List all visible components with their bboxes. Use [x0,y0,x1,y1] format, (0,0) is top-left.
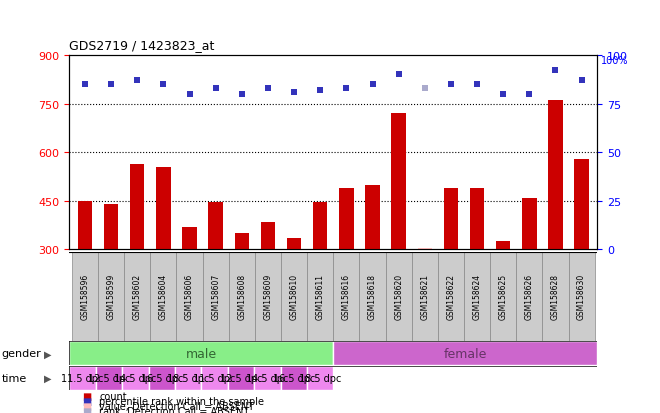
Text: gender: gender [1,349,41,358]
Bar [150,252,176,341]
Bar [98,252,124,341]
Bar [72,252,98,341]
Text: ■: ■ [82,401,92,411]
Bar [360,252,385,341]
Bar [203,252,229,341]
Text: GSM158616: GSM158616 [342,273,351,319]
Bar [333,342,597,366]
Text: 14.5 dpc: 14.5 dpc [114,373,156,383]
Text: 11.5 dpc: 11.5 dpc [61,373,104,383]
Text: GSM158610: GSM158610 [290,273,298,319]
Bar [412,252,438,341]
Bar [69,342,333,366]
Bar [418,248,432,250]
Bar [96,366,122,390]
Bar [281,252,307,341]
Bar [333,252,360,341]
Bar [516,252,543,341]
Bar [385,252,412,341]
Bar [543,252,568,341]
Text: GSM158621: GSM158621 [420,273,429,319]
Bar [313,203,327,250]
Bar [574,159,589,250]
Text: female: female [444,347,487,360]
Text: 11.5 dpc: 11.5 dpc [193,373,236,383]
Bar [254,366,280,390]
Text: 16.5 dpc: 16.5 dpc [141,373,183,383]
Bar [522,198,537,250]
Bar [470,188,484,250]
Text: GSM158606: GSM158606 [185,273,194,319]
Text: male: male [185,347,217,360]
Text: 18.5 dpc: 18.5 dpc [299,373,341,383]
Text: value, Detection Call = ABSENT: value, Detection Call = ABSENT [99,401,254,411]
Bar [201,366,228,390]
Text: ■: ■ [82,406,92,413]
Text: GSM158618: GSM158618 [368,273,377,319]
Bar [444,188,458,250]
Bar [548,101,563,250]
Bar [122,366,148,390]
Text: GSM158607: GSM158607 [211,273,220,319]
Text: 16.5 dpc: 16.5 dpc [273,373,315,383]
Bar [261,222,275,250]
Text: rank, Detection Call = ABSENT: rank, Detection Call = ABSENT [99,406,249,413]
Bar [124,252,150,341]
Text: 100%: 100% [601,56,628,66]
Text: GSM158611: GSM158611 [315,273,325,319]
Text: 14.5 dpc: 14.5 dpc [246,373,288,383]
Bar [209,203,223,250]
Text: GSM158628: GSM158628 [551,273,560,319]
Text: 12.5 dpc: 12.5 dpc [220,373,262,383]
Bar [438,252,464,341]
Text: ■: ■ [82,396,92,406]
Text: GSM158596: GSM158596 [81,273,90,319]
Text: GSM158599: GSM158599 [107,273,115,319]
Bar [366,185,380,250]
Text: count: count [99,392,127,401]
Bar [496,242,510,250]
Bar [104,204,118,250]
Text: GSM158626: GSM158626 [525,273,534,319]
Bar [307,366,333,390]
Bar [175,366,201,390]
Text: 18.5 dpc: 18.5 dpc [167,373,209,383]
Bar [234,234,249,250]
Bar [176,252,203,341]
Bar [287,239,301,250]
Text: GSM158625: GSM158625 [499,273,508,319]
Bar [156,167,170,250]
Bar [229,252,255,341]
Text: ▶: ▶ [44,373,51,383]
Text: GSM158630: GSM158630 [577,273,586,319]
Bar [307,252,333,341]
Text: GSM158624: GSM158624 [473,273,482,319]
Bar [69,366,96,390]
Text: ▶: ▶ [44,349,51,358]
Bar [568,252,595,341]
Bar [228,366,254,390]
Text: GDS2719 / 1423823_at: GDS2719 / 1423823_at [69,39,214,52]
Text: percentile rank within the sample: percentile rank within the sample [99,396,264,406]
Bar [280,366,307,390]
Text: GSM158602: GSM158602 [133,273,142,319]
Bar [391,114,406,250]
Text: GSM158622: GSM158622 [446,273,455,319]
Text: time: time [1,373,26,383]
Bar [182,227,197,250]
Text: ■: ■ [82,392,92,401]
Text: 12.5 dpc: 12.5 dpc [88,373,130,383]
Text: GSM158620: GSM158620 [394,273,403,319]
Text: GSM158604: GSM158604 [159,273,168,319]
Bar [130,164,145,250]
Bar [255,252,281,341]
Bar [490,252,516,341]
Text: GSM158608: GSM158608 [238,273,246,319]
Bar [78,202,92,250]
Bar [464,252,490,341]
Bar [339,188,354,250]
Bar [148,366,175,390]
Text: GSM158609: GSM158609 [263,273,273,319]
